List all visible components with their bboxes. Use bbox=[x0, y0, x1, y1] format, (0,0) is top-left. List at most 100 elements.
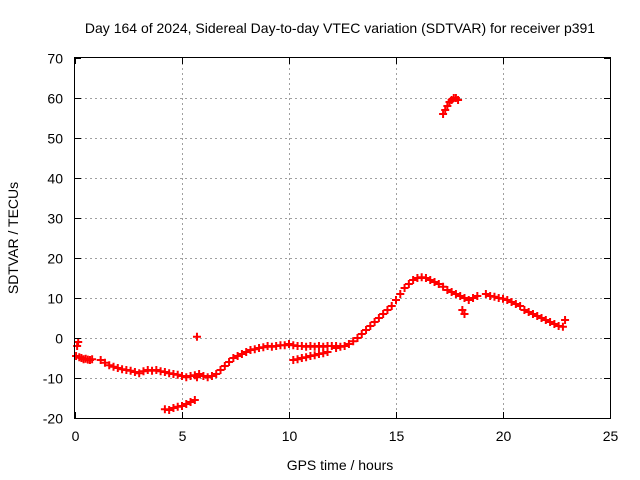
data-point bbox=[216, 366, 225, 374]
data-point bbox=[280, 341, 289, 350]
axis-ticks: 0 5 10 15 20 25 -20 -10 0 10 20 30 40 50 60 70 bbox=[43, 51, 619, 445]
data-point bbox=[169, 404, 178, 412]
data-point bbox=[113, 364, 122, 372]
data-point bbox=[520, 306, 529, 314]
x-axis-label: GPS time / hours bbox=[287, 457, 394, 473]
data-point bbox=[460, 294, 469, 302]
data-point bbox=[507, 298, 516, 306]
data-point bbox=[503, 296, 512, 304]
data-point bbox=[182, 400, 191, 408]
data-point bbox=[379, 310, 388, 318]
data-point bbox=[443, 286, 452, 294]
data-point bbox=[178, 402, 186, 410]
data-point bbox=[550, 320, 559, 328]
x-tick-label: 5 bbox=[179, 428, 187, 444]
data-point bbox=[302, 353, 311, 362]
data-point bbox=[426, 276, 435, 284]
data-point bbox=[203, 373, 212, 382]
data-point bbox=[105, 361, 114, 370]
data-point bbox=[481, 290, 490, 298]
y-axis-label: SDTVAR / TECUs bbox=[5, 182, 21, 294]
data-point bbox=[511, 300, 520, 308]
data-point bbox=[370, 318, 379, 326]
data-point bbox=[344, 340, 353, 348]
data-point bbox=[499, 294, 507, 303]
data-point bbox=[340, 342, 349, 350]
data-point bbox=[96, 356, 105, 364]
y-tick-label: 20 bbox=[47, 251, 63, 267]
data-point bbox=[469, 294, 478, 302]
data-point bbox=[242, 348, 251, 356]
data-point bbox=[362, 326, 371, 334]
data-point bbox=[74, 338, 83, 346]
data-point bbox=[212, 370, 221, 378]
data-point bbox=[225, 358, 234, 366]
data-point bbox=[139, 367, 148, 376]
data-point bbox=[537, 314, 546, 322]
data-point bbox=[561, 316, 570, 324]
data-point bbox=[178, 372, 186, 380]
data-point bbox=[130, 368, 139, 376]
data-point bbox=[404, 280, 413, 288]
data-point bbox=[454, 96, 463, 104]
data-point bbox=[447, 288, 456, 296]
data-point bbox=[546, 318, 555, 326]
y-tick-label: -20 bbox=[43, 411, 63, 427]
data-point bbox=[332, 344, 341, 352]
data-point bbox=[233, 352, 242, 360]
x-tick-label: 20 bbox=[496, 428, 512, 444]
data-point bbox=[458, 306, 467, 314]
data-point bbox=[430, 278, 439, 286]
plot-frame bbox=[74, 57, 611, 419]
data-point bbox=[357, 330, 366, 338]
data-point bbox=[319, 349, 328, 358]
data-point bbox=[392, 296, 400, 304]
data-point bbox=[199, 372, 208, 380]
y-tick-label: 10 bbox=[47, 291, 63, 307]
x-tick-label: 10 bbox=[282, 428, 298, 444]
data-point bbox=[207, 372, 216, 380]
data-point bbox=[456, 292, 465, 300]
data-point bbox=[100, 358, 109, 367]
data-point bbox=[250, 345, 259, 354]
data-point bbox=[237, 350, 246, 358]
y-tick-label: -10 bbox=[43, 371, 63, 387]
data-point bbox=[533, 312, 542, 320]
data-point bbox=[387, 302, 396, 310]
data-point bbox=[421, 274, 430, 282]
data-point bbox=[173, 370, 182, 379]
data-point bbox=[439, 282, 448, 291]
data-point bbox=[400, 284, 409, 292]
data-point bbox=[490, 292, 499, 301]
y-tick-label: 70 bbox=[47, 51, 63, 67]
data-point bbox=[541, 316, 550, 324]
data-point bbox=[126, 366, 135, 375]
data-point bbox=[409, 276, 418, 284]
data-point bbox=[396, 290, 405, 298]
data-point bbox=[464, 296, 473, 304]
data-points bbox=[72, 94, 570, 414]
data-point bbox=[451, 290, 460, 298]
y-tick-label: 0 bbox=[55, 331, 63, 347]
data-point bbox=[190, 396, 199, 404]
data-point bbox=[383, 306, 392, 314]
data-point bbox=[353, 334, 362, 342]
data-point bbox=[293, 355, 302, 364]
data-point bbox=[186, 398, 195, 406]
data-point bbox=[109, 362, 118, 371]
data-point bbox=[195, 370, 204, 378]
data-point bbox=[323, 348, 332, 356]
data-point bbox=[374, 314, 383, 322]
data-point bbox=[160, 368, 169, 376]
data-point bbox=[528, 310, 537, 318]
data-point bbox=[285, 340, 293, 348]
data-point bbox=[558, 322, 567, 331]
x-tick-label: 15 bbox=[389, 428, 405, 444]
y-tick-label: 40 bbox=[47, 171, 63, 187]
y-tick-label: 60 bbox=[47, 91, 63, 107]
data-point bbox=[88, 355, 97, 364]
y-tick-label: 50 bbox=[47, 131, 63, 147]
data-point bbox=[473, 292, 482, 300]
x-tick-label: 0 bbox=[72, 428, 80, 444]
